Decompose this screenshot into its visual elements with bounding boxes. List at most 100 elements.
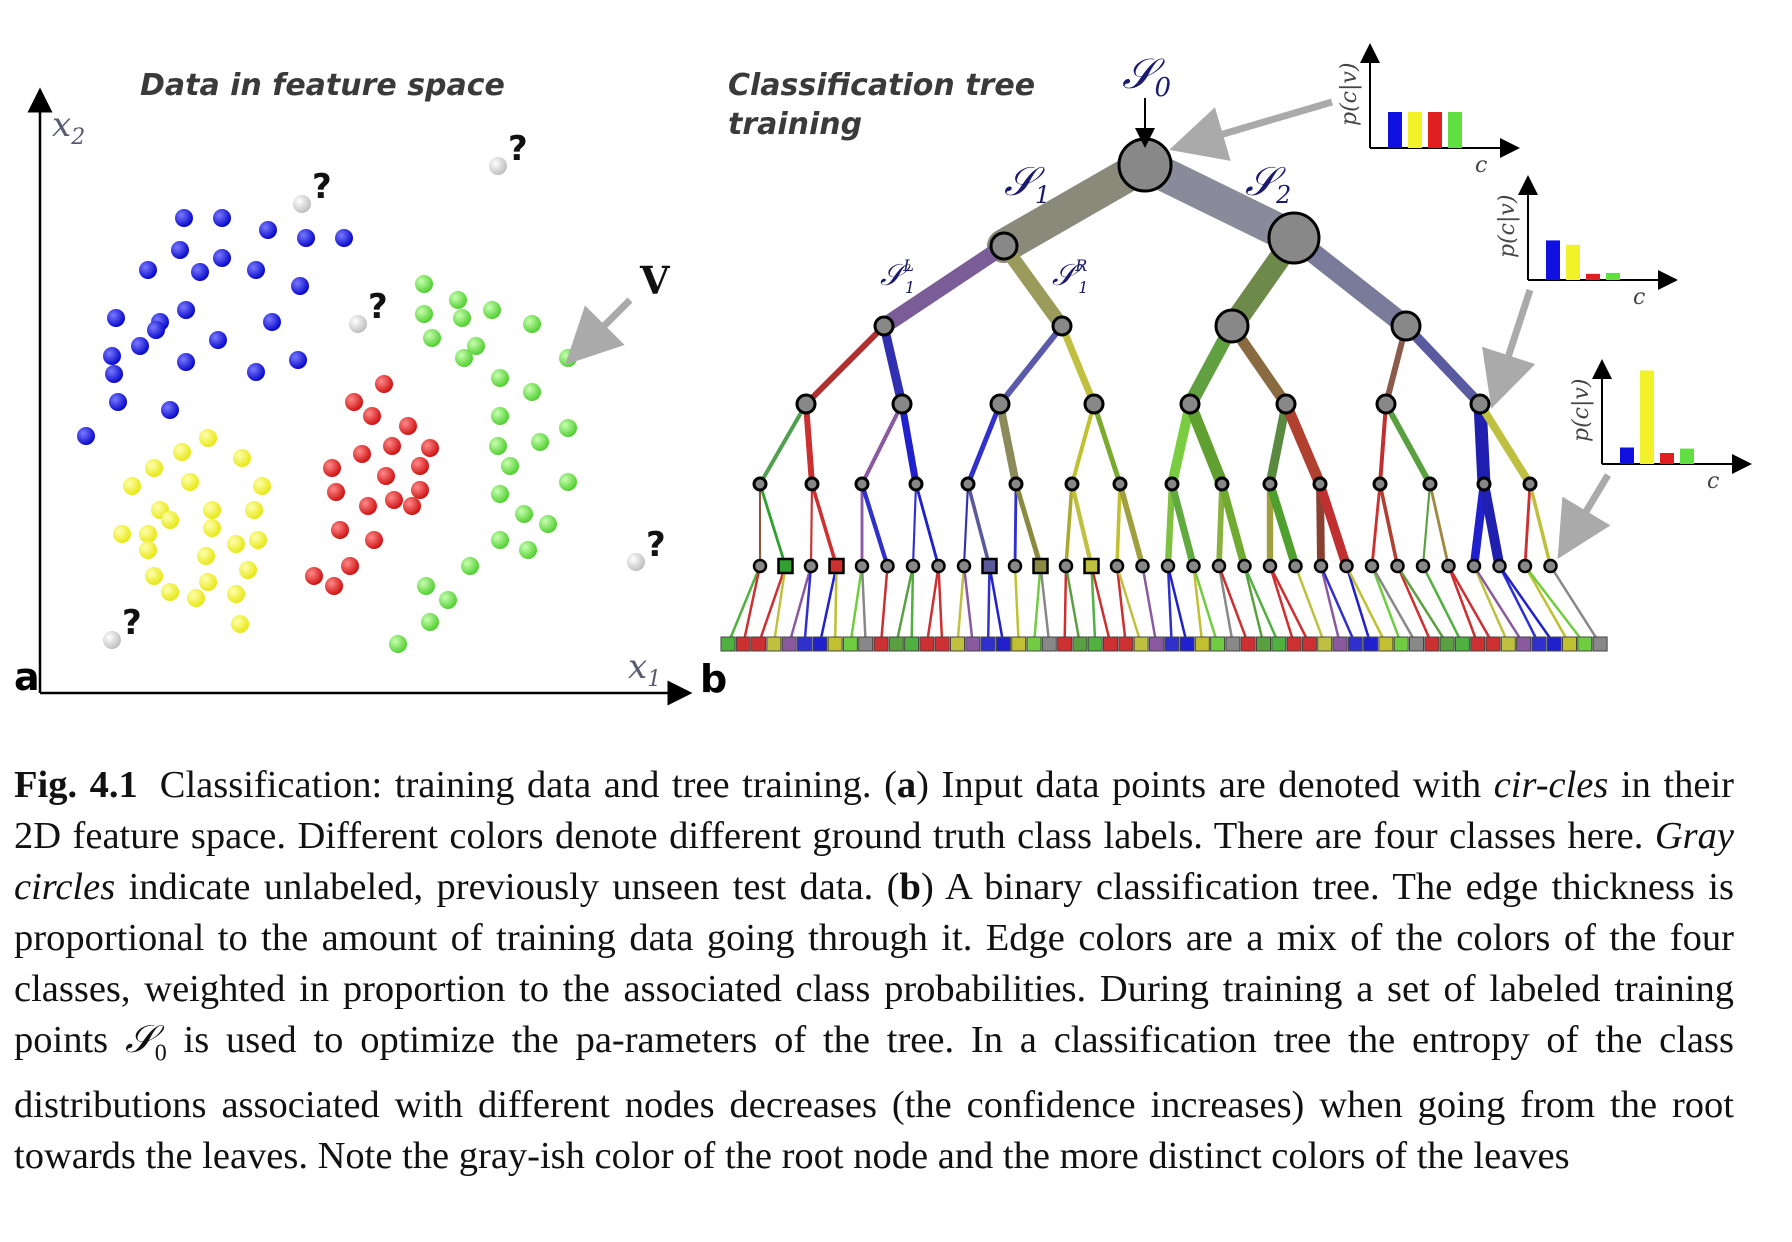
leaf-node: [751, 636, 767, 652]
red-point: [421, 439, 439, 457]
unlabeled-point: [489, 157, 507, 175]
leaf-node: [1301, 636, 1317, 652]
tree-node: [989, 393, 1011, 415]
tree-node: [1375, 393, 1397, 415]
tree-edge: [1192, 564, 1204, 646]
leaf-node: [1454, 636, 1470, 652]
tree-edge: [1472, 564, 1525, 646]
question-mark: ?: [312, 167, 332, 207]
question-mark: ?: [368, 287, 388, 327]
leaf-node: [1317, 636, 1333, 652]
yellow-point: [161, 511, 179, 529]
hist-bar: [1660, 453, 1674, 464]
leaf-node: [981, 557, 998, 575]
left-right-label: 𝒮R 1: [1052, 256, 1088, 297]
leaf-node: [1225, 636, 1241, 652]
tree-edge: [758, 482, 787, 568]
blue-point: [291, 277, 309, 295]
blue-point: [177, 301, 195, 319]
tree-edge: [962, 482, 970, 568]
hist-bar: [1388, 112, 1402, 148]
tree-edge: [1528, 482, 1553, 568]
tree-node: [854, 476, 870, 492]
tree-node: [1422, 476, 1438, 492]
tree-edge: [1523, 564, 1571, 646]
tree-node: [1186, 558, 1201, 574]
tree-edge: [1421, 564, 1464, 646]
green-point: [439, 591, 457, 609]
green-point: [415, 275, 433, 293]
leaf-node: [1378, 636, 1394, 652]
tree-edge: [1378, 402, 1388, 486]
yellow-point: [227, 535, 245, 553]
green-point: [491, 369, 509, 387]
tree-node: [752, 558, 768, 574]
caption-text-1: Classification: training data and tree t…: [159, 764, 897, 806]
tree-node: [1008, 476, 1024, 492]
red-point: [363, 407, 381, 425]
tree-edge: [787, 564, 813, 646]
tree-node: [891, 393, 913, 415]
tree-edge: [1090, 564, 1097, 646]
leaf-node: [1210, 636, 1226, 652]
tree-edge: [914, 482, 940, 568]
leaf-node: [1363, 636, 1379, 652]
hist-bar: [1408, 112, 1422, 148]
leaf-hist-arrow: [1557, 473, 1612, 560]
tree-edge: [1396, 564, 1434, 646]
tree-edge: [879, 564, 889, 646]
yellow-point: [233, 449, 251, 467]
tree-edge: [1063, 564, 1068, 646]
blue-point: [109, 393, 127, 411]
tree-node: [960, 476, 976, 492]
tree-edge: [1268, 564, 1296, 646]
leaf-node: [1118, 636, 1134, 652]
tree-edge: [1070, 402, 1096, 486]
blue-point: [77, 427, 95, 445]
green-point: [455, 349, 473, 367]
caption-text-2: ) Input data points are denoted with: [916, 764, 1494, 806]
tree-edge: [803, 323, 887, 407]
green-point: [421, 613, 439, 631]
tree-edge: [997, 323, 1065, 407]
tree-edge: [1216, 481, 1225, 569]
tree-edge: [1549, 564, 1602, 646]
leaf-node: [1148, 636, 1164, 652]
leaf-node: [1546, 636, 1562, 652]
tree-edge: [1476, 400, 1534, 488]
leaf-node: [827, 636, 843, 652]
tree-edge: [1396, 564, 1449, 646]
green-point: [491, 531, 509, 549]
tree-edge: [910, 564, 915, 646]
tree-edge: [1166, 564, 1173, 646]
red-point: [353, 445, 371, 463]
green-point: [453, 309, 471, 327]
leaf-node: [888, 636, 904, 652]
yellow-point: [145, 459, 163, 477]
tree-node: [931, 558, 946, 574]
tree-edge: [1166, 564, 1189, 646]
tree-node: [989, 231, 1019, 261]
leaf-node: [781, 636, 797, 652]
leaf-node: [766, 636, 782, 652]
leaf-node: [1592, 636, 1608, 652]
yellow-point: [187, 589, 205, 607]
leaf-node: [1393, 636, 1409, 652]
hist-bar: [1620, 447, 1634, 464]
hist-bar: [1680, 448, 1694, 464]
leaf-node: [904, 636, 920, 652]
blue-point: [335, 229, 353, 247]
tree-edge: [1090, 564, 1112, 646]
leaf-node: [1041, 636, 1057, 652]
leaf-node: [1577, 636, 1593, 652]
blue-point: [289, 351, 307, 369]
panel-b-title-line2: training: [728, 107, 862, 142]
red-point: [359, 497, 377, 515]
leaf-node: [1179, 636, 1195, 652]
leaf-node: [1531, 636, 1547, 652]
leaf-node: [934, 636, 950, 652]
green-point: [417, 577, 435, 595]
leaf-node: [1485, 636, 1501, 652]
tree-node: [1267, 211, 1321, 265]
tree-node: [1051, 315, 1073, 337]
